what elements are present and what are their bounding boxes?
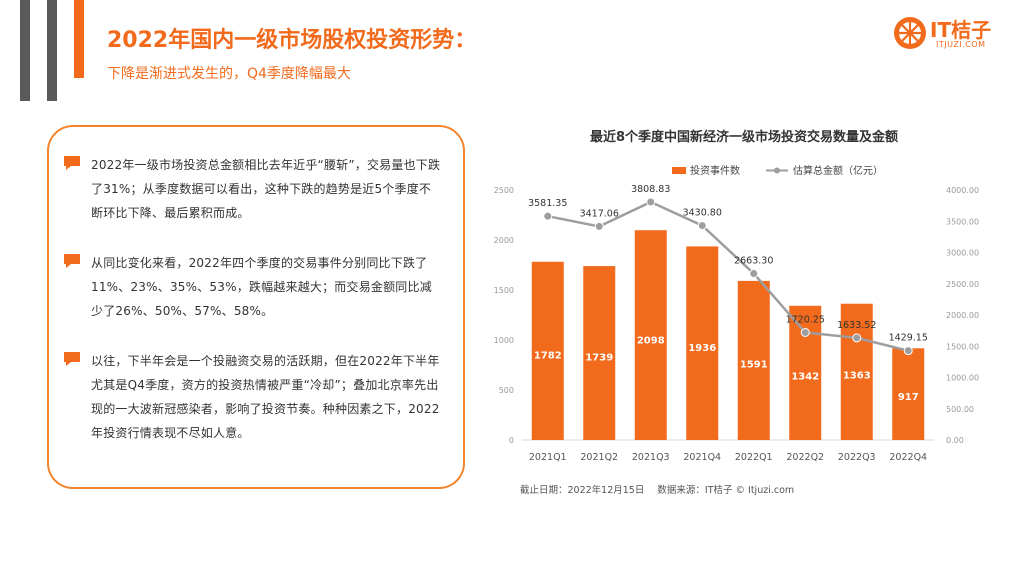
chart-container: 最近8个季度中国新经济一级市场投资交易数量及金额 投资事件数 估算总金额（亿元） … (484, 120, 1004, 500)
x-tick-label: 2021Q3 (632, 452, 670, 463)
bullet-item-1: 2022年一级市场投资总金额相比去年近乎“腰斩”，交易量也下跌了31%；从季度数… (63, 153, 441, 225)
line-point (594, 221, 604, 231)
line-point (749, 269, 759, 279)
y-right-tick-label: 3500.00 (946, 217, 979, 226)
line-point (697, 221, 707, 231)
line-point (800, 327, 810, 337)
y-left-tick-label: 2000 (494, 236, 514, 245)
line-data-label: 3430.80 (683, 208, 722, 219)
line-data-label: 1633.52 (837, 320, 876, 331)
y-right-tick-label: 0.00 (946, 436, 964, 445)
line-point (903, 346, 913, 356)
bullet-text-3: 以往，下半年会是一个投融资交易的活跃期，但在2022年下半年尤其是Q4季度，资方… (91, 354, 440, 440)
page-title: 2022年国内一级市场股权投资形势： (107, 28, 477, 53)
line-data-label: 3417.06 (580, 208, 619, 219)
line-data-label: 2663.30 (734, 256, 773, 267)
bullet-text-2: 从同比变化来看，2022年四个季度的交易事件分别同比下跌了11%、23%、35%… (91, 256, 432, 318)
chart-title: 最近8个季度中国新经济一级市场投资交易数量及金额 (589, 130, 899, 145)
y-right-tick-label: 1000.00 (946, 374, 979, 383)
line-data-label: 1720.25 (786, 314, 825, 325)
page-subtitle: 下降是渐进式发生的，Q4季度降幅最大 (107, 66, 351, 82)
footer-source: 数据来源：IT桔子 © Itjuzi.com (657, 485, 795, 496)
bar-data-label: 1782 (534, 350, 562, 361)
speech-bubble-icon (64, 254, 80, 268)
bar-data-label: 1739 (585, 353, 613, 364)
chart-legend: 投资事件数 估算总金额（亿元） (672, 164, 883, 177)
line-data-label: 3581.35 (528, 198, 567, 209)
line-data-label: 1429.15 (889, 333, 928, 344)
x-tick-label: 2021Q2 (580, 452, 618, 463)
bar-data-label: 1342 (791, 372, 819, 383)
line-point (852, 333, 862, 343)
x-tick-label: 2022Q1 (735, 452, 773, 463)
bar-data-label: 1591 (740, 360, 768, 371)
logo-domain: ITJUZI.COM (936, 40, 986, 49)
x-tick-label: 2022Q2 (786, 452, 824, 463)
y-right-tick-label: 2000.00 (946, 311, 979, 320)
legend-label-line: 估算总金额（亿元） (793, 164, 883, 177)
x-tick-label: 2021Q4 (683, 452, 721, 463)
chart-labels: 1782 2021Q1 1739 2021Q2 2098 2021Q3 1936 2021Q4… (528, 184, 928, 463)
bar (892, 348, 925, 440)
line-series (543, 197, 913, 356)
bar-data-label: 1363 (843, 371, 871, 382)
footer-date: 截止日期：2022年12月15日 (520, 485, 645, 496)
bullet-item-2: 从同比变化来看，2022年四个季度的交易事件分别同比下跌了11%、23%、35%… (63, 251, 441, 323)
bullet-text-1: 2022年一级市场投资总金额相比去年近乎“腰斩”，交易量也下跌了31%；从季度数… (91, 158, 441, 220)
x-tick-label: 2022Q3 (838, 452, 876, 463)
y-right-tick-label: 3000.00 (946, 249, 979, 258)
line-point (543, 211, 553, 221)
combo-chart: 投资事件数 估算总金额（亿元） 0 500 1000 1500 2000 2500 0.00 5… (494, 164, 979, 463)
bar (840, 303, 873, 440)
line-data-label: 3808.83 (631, 184, 670, 195)
bar-data-label: 1936 (688, 343, 716, 354)
y-right-tick-label: 4000.00 (946, 186, 979, 195)
summary-card: 2022年一级市场投资总金额相比去年近乎“腰斩”，交易量也下跌了31%；从季度数… (47, 125, 465, 489)
bar-series (531, 230, 925, 440)
speech-bubble-icon (64, 156, 80, 170)
y-left-tick-label: 2500 (494, 186, 514, 195)
y-right-tick-label: 500.00 (946, 405, 974, 414)
y-left-tick-label: 500 (499, 386, 514, 395)
chart-footer: 截止日期：2022年12月15日 数据来源：IT桔子 © Itjuzi.com (520, 482, 804, 496)
legend-label-bar: 投资事件数 (690, 164, 740, 177)
brand-logo: IT桔子 ITJUZI.COM (893, 13, 1013, 53)
bar-data-label: 2098 (637, 335, 665, 346)
bar (737, 280, 770, 440)
bar-data-label: 917 (898, 392, 919, 403)
x-tick-label: 2022Q4 (889, 452, 927, 463)
bar (531, 261, 564, 440)
bar (583, 266, 616, 440)
y-right-tick-label: 2500.00 (946, 280, 979, 289)
logo-name: IT桔子 (930, 18, 992, 42)
y-left-tick-label: 1500 (494, 286, 514, 295)
decor-bar-dark-2 (47, 0, 57, 101)
bar (686, 246, 719, 440)
speech-bubble-icon (64, 352, 80, 366)
decor-bar-orange (74, 0, 84, 78)
decor-bar-dark-1 (20, 0, 30, 101)
line-point (646, 197, 656, 207)
x-tick-label: 2021Q1 (529, 452, 567, 463)
bullet-item-3: 以往，下半年会是一个投融资交易的活跃期，但在2022年下半年尤其是Q4季度，资方… (63, 349, 441, 445)
y-left-tick-label: 0 (509, 436, 514, 445)
y-left-tick-label: 1000 (494, 336, 514, 345)
y-right-tick-label: 1500.00 (946, 342, 979, 351)
legend-swatch-bar (672, 167, 686, 174)
legend-marker-line (774, 167, 780, 174)
amount-line (547, 200, 909, 352)
orange-slice-icon (894, 17, 926, 49)
bar (634, 230, 667, 440)
